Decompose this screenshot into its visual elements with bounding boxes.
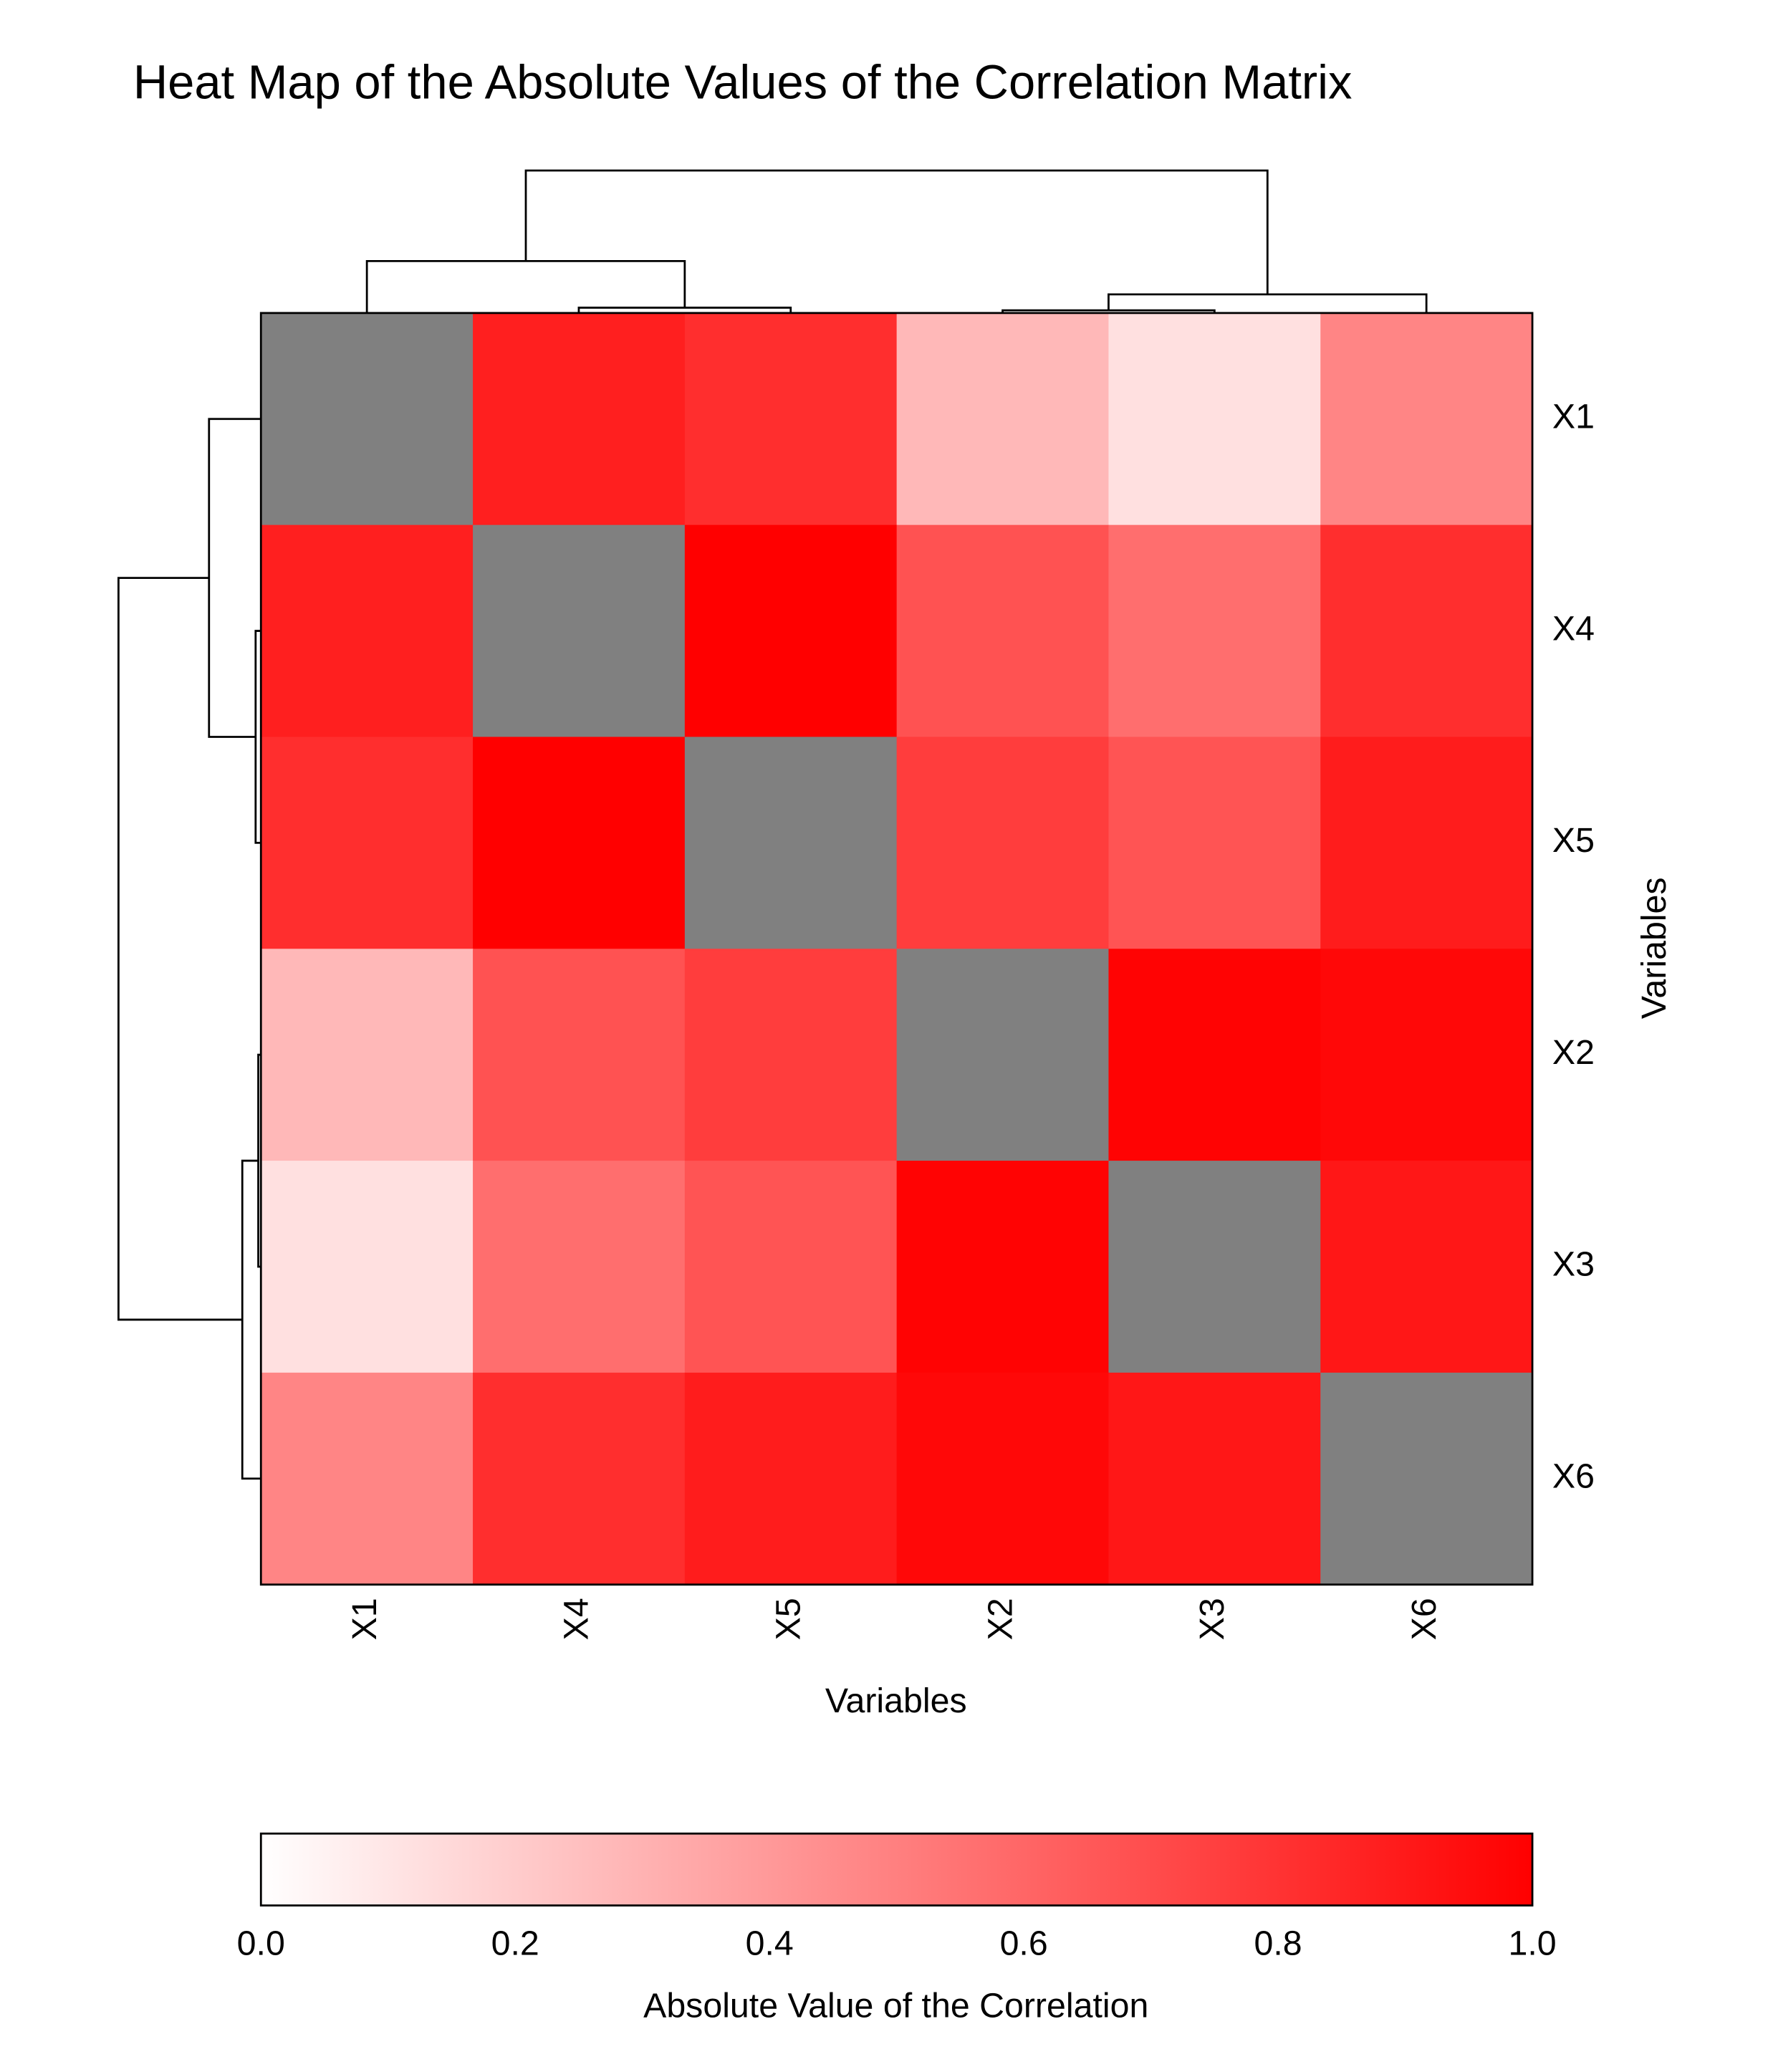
x-tick-label: X4 — [557, 1598, 596, 1640]
y-axis-title: Variables — [1635, 877, 1673, 1019]
colorbar-tick-label: 0.0 — [237, 1924, 285, 1962]
y-tick-label: X1 — [1552, 398, 1595, 436]
heat-cell — [261, 1372, 474, 1586]
x-tick-label: X3 — [1193, 1598, 1231, 1640]
heat-cell — [261, 524, 474, 738]
na-cell — [1108, 1161, 1322, 1373]
dendrogram-branch — [208, 418, 261, 738]
dendrogram-branch — [365, 259, 686, 313]
heat-cell — [1108, 524, 1322, 738]
heat-cell — [684, 1372, 898, 1586]
plot-border — [259, 312, 1534, 1586]
na-cell — [261, 312, 474, 526]
heat-cell — [896, 1372, 1110, 1586]
heat-cell — [684, 1161, 898, 1373]
x-tick-label: X6 — [1405, 1598, 1443, 1640]
heat-cell — [261, 737, 474, 950]
y-tick-label: X4 — [1552, 609, 1595, 648]
heat-cell — [896, 312, 1110, 526]
heat-cell — [261, 1161, 474, 1373]
heat-cell — [1108, 1372, 1322, 1586]
heat-cell — [473, 312, 686, 526]
heat-cell — [473, 949, 686, 1162]
dendrogram-branch — [117, 577, 243, 1321]
heat-cell — [684, 312, 898, 526]
heat-cell — [473, 737, 686, 950]
colorbar-tick-label: 0.4 — [746, 1924, 794, 1962]
x-axis-title: Variables — [825, 1682, 967, 1720]
x-tick-label: X1 — [345, 1598, 384, 1640]
heat-cell — [261, 949, 474, 1162]
heat-cell — [684, 524, 898, 738]
heat-cell — [1108, 737, 1322, 950]
heat-cell — [1320, 312, 1533, 526]
y-tick-label: X3 — [1552, 1245, 1595, 1284]
na-cell — [1320, 1372, 1533, 1586]
heat-cell — [1320, 524, 1533, 738]
colorbar-tick-label: 0.6 — [1000, 1924, 1048, 1962]
heat-cell — [473, 1372, 686, 1586]
heat-cell — [1320, 1161, 1533, 1373]
heat-cell — [1108, 949, 1322, 1162]
colorbar-tick-label: 0.2 — [491, 1924, 539, 1962]
na-cell — [473, 524, 686, 738]
colorbar-tick-label: 0.8 — [1254, 1924, 1302, 1962]
y-tick-label: X2 — [1552, 1033, 1595, 1072]
y-tick-label: X5 — [1552, 821, 1595, 860]
colorbar — [259, 1832, 1534, 1906]
na-cell — [684, 737, 898, 950]
y-tick-label: X6 — [1552, 1457, 1595, 1496]
dendrogram-branch — [524, 169, 1269, 294]
colorbar-tick-label: 1.0 — [1508, 1924, 1556, 1962]
heat-cell — [896, 737, 1110, 950]
x-tick-label: X5 — [769, 1598, 808, 1640]
heat-cell — [684, 949, 898, 1162]
heat-cell — [473, 1161, 686, 1373]
heat-cell — [896, 524, 1110, 738]
heat-cell — [1320, 737, 1533, 950]
colorbar-title: Absolute Value of the Correlation — [643, 1987, 1148, 2025]
heat-cell — [896, 1161, 1110, 1373]
chart-title: Heat Map of the Absolute Values of the C… — [133, 56, 1353, 110]
na-cell — [896, 949, 1110, 1162]
heat-cell — [1108, 312, 1322, 526]
x-tick-label: X2 — [981, 1598, 1019, 1640]
heat-cell — [1320, 949, 1533, 1162]
dendrogram-branch — [241, 1159, 261, 1480]
